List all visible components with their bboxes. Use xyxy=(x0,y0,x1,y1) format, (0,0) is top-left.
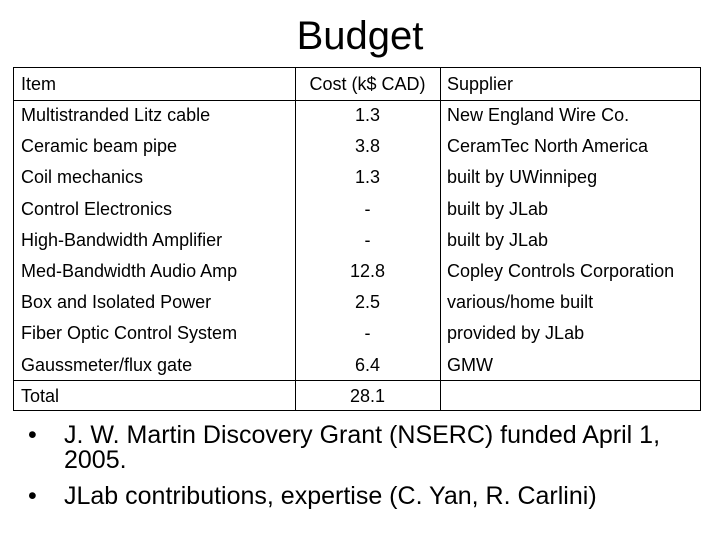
table-cell: various/home built xyxy=(447,292,594,313)
table-cell: 1.3 xyxy=(354,105,381,125)
table-border xyxy=(13,410,701,411)
table-cell: 3.8 xyxy=(354,136,381,157)
table-cell: - xyxy=(364,323,371,344)
bullet-list: J. W. Martin Discovery Grant (NSERC) fun… xyxy=(28,423,668,520)
table-cell: Fiber Optic Control System xyxy=(21,323,238,344)
table-cell: Coil mechanics xyxy=(21,167,144,188)
slide-title: Budget xyxy=(296,14,424,58)
table-cell: High-Bandwidth Amplifier xyxy=(21,229,223,250)
table-cell: 12.8 xyxy=(349,261,386,281)
table-cell: Multistranded Litz cable xyxy=(21,105,211,125)
column-divider xyxy=(440,67,441,411)
bullet-item: JLab contributions, expertise (C. Yan, R… xyxy=(28,484,668,510)
table-cell: - xyxy=(364,198,371,219)
table-cell: Gaussmeter/flux gate xyxy=(21,354,193,375)
table-cell: built by JLab xyxy=(447,229,549,250)
header-cell: Supplier xyxy=(447,74,514,94)
table-cell: built by JLab xyxy=(447,198,549,219)
header-cell: Cost (k$ CAD) xyxy=(309,74,426,94)
table-cell: 1.3 xyxy=(354,167,381,188)
total-cost: 28.1 xyxy=(349,386,386,406)
bullet-item: J. W. Martin Discovery Grant (NSERC) fun… xyxy=(28,423,668,473)
table-cell: Ceramic beam pipe xyxy=(21,136,178,157)
table-cell: - xyxy=(364,229,371,250)
table-cell: Box and Isolated Power xyxy=(21,292,212,313)
table-cell: CeramTec North America xyxy=(447,136,649,157)
total-divider xyxy=(13,380,701,381)
header-divider xyxy=(13,100,701,101)
table-border xyxy=(13,67,701,68)
column-divider xyxy=(295,67,296,411)
table-cell: Med-Bandwidth Audio Amp xyxy=(21,261,238,281)
table-border xyxy=(700,67,701,411)
table-cell: 2.5 xyxy=(354,292,381,313)
table-cell: New England Wire Co. xyxy=(447,105,630,125)
table-cell: Control Electronics xyxy=(21,198,173,219)
table-cell: provided by JLab xyxy=(447,323,585,344)
header-cell: Item xyxy=(21,74,57,94)
total-label: Total xyxy=(21,386,60,406)
table-cell: built by UWinnipeg xyxy=(447,167,598,188)
table-cell: Copley Controls Corporation xyxy=(447,261,675,281)
table-cell: 6.4 xyxy=(354,354,381,375)
table-cell: GMW xyxy=(447,354,493,375)
table-border xyxy=(13,67,14,411)
